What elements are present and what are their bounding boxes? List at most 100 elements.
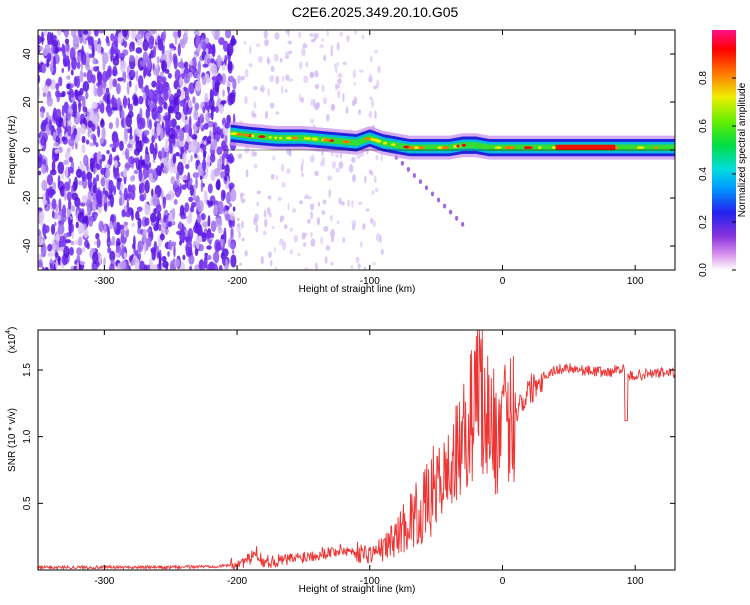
spectral-noise-blob — [75, 221, 79, 229]
spectral-noise-blob — [67, 199, 72, 210]
spectral-noise-blob — [143, 192, 147, 200]
spectral-noise-blob — [337, 89, 341, 99]
snr-multiplier-base: (x10 — [7, 333, 18, 353]
spectral-noise-blob — [271, 225, 275, 230]
spectral-noise-blob — [69, 246, 74, 256]
spectral-noise-blob — [44, 266, 49, 270]
spectral-noise-blob — [63, 159, 69, 166]
spectral-noise-blob — [81, 135, 86, 144]
colorbar: 0.0 0.2 0.4 0.6 0.8 Normalized spectral ampl… — [698, 30, 748, 277]
spectral-noise-blob — [309, 33, 314, 37]
spectral-noise-blob — [195, 177, 198, 189]
spectral-noise-blob — [95, 189, 102, 203]
spectral-noise-blob — [336, 220, 340, 225]
spectral-noise-blob — [249, 45, 252, 55]
spectral-noise-blob — [135, 47, 143, 54]
spectral-noise-blob — [188, 82, 195, 95]
spectral-noise-blob — [195, 159, 199, 170]
spectral-noise-blob — [48, 119, 53, 131]
spectral-noise-blob — [298, 31, 302, 39]
spectral-noise-blob — [228, 92, 236, 105]
spectral-noise-blob — [260, 255, 264, 265]
spectral-noise-blob — [174, 132, 178, 140]
spectral-noise-blob — [86, 242, 90, 250]
spectral-noise-blob — [226, 114, 231, 125]
spectral-noise-blob — [185, 243, 190, 253]
spectral-noise-blob — [204, 37, 210, 44]
spectral-noise-blob — [338, 161, 344, 169]
spectral-noise-blob — [373, 85, 378, 90]
spectral-noise-blob — [164, 138, 169, 146]
spectral-noise-blob — [111, 235, 116, 247]
spectral-noise-blob — [255, 224, 259, 233]
spectral-noise-blob — [96, 262, 100, 267]
spectral-noise-blob — [200, 36, 205, 50]
spectral-noise-blob — [113, 155, 120, 163]
spectral-noise-blob — [55, 90, 61, 98]
spectral-noise-blob — [205, 48, 209, 54]
spectral-noise-blob — [189, 177, 193, 186]
ridge-peak — [274, 136, 278, 140]
spectral-noise-blob — [144, 217, 150, 226]
spectral-noise-blob — [117, 161, 121, 168]
figure-title: C2E6.2025.349.20.10.G05 — [292, 4, 459, 20]
spectral-noise-blob — [111, 94, 115, 109]
spectral-noise-blob — [286, 168, 291, 174]
spectral-noise-blob — [357, 263, 361, 269]
spectral-noise-blob — [202, 144, 207, 152]
spectral-noise-blob — [51, 160, 56, 172]
spectral-noise-blob — [321, 210, 326, 215]
spectral-noise-blob — [236, 225, 241, 234]
spectral-noise-blob — [66, 112, 72, 120]
spectral-noise-blob — [137, 75, 144, 89]
spectral-noise-blob — [327, 175, 332, 181]
spectral-noise-blob — [238, 231, 241, 239]
snr-panel: -300 -200 -100 0 100 0.5 1.0 1.5 Height of str… — [5, 327, 676, 595]
spectral-noise-blob — [57, 214, 61, 222]
spectral-noise-blob — [86, 203, 92, 216]
spectral-noise-blob — [253, 101, 257, 109]
spectral-noise-blob — [73, 76, 78, 87]
spectral-noise-blob — [224, 164, 230, 177]
spectral-noise-blob — [52, 55, 56, 69]
spectral-noise-blob — [315, 262, 318, 270]
spectral-noise-blob — [164, 117, 170, 132]
spectral-noise-blob — [373, 175, 377, 184]
spectrogram-x-label: Height of straight line (km) — [299, 284, 416, 295]
spectral-streak-blob — [418, 179, 423, 185]
spectral-noise-blob — [224, 213, 231, 222]
spectral-noise-blob — [92, 251, 99, 265]
spectral-noise-blob — [270, 65, 275, 73]
spectral-noise-blob — [266, 207, 271, 215]
spectral-noise-blob — [114, 159, 119, 169]
spectral-noise-blob — [361, 34, 365, 40]
spectral-noise-blob — [225, 191, 232, 205]
x-tick-label: 0 — [500, 276, 506, 287]
spectral-noise-blob — [280, 163, 285, 172]
spectral-noise-blob — [289, 249, 294, 255]
spectral-noise-blob — [106, 104, 111, 113]
ridge-peak — [268, 135, 272, 139]
spectral-noise-blob — [78, 223, 85, 234]
spectral-noise-blob — [279, 238, 284, 246]
spectral-noise-blob — [331, 160, 336, 169]
spectral-noise-blob — [113, 185, 117, 196]
spectral-noise-blob — [168, 107, 171, 121]
spectral-noise-blob — [47, 243, 53, 252]
ridge-peak — [279, 136, 283, 140]
spectral-noise-blob — [215, 74, 223, 82]
spectral-noise-blob — [277, 196, 282, 202]
spectral-noise-blob — [314, 83, 320, 90]
spectral-noise-blob — [109, 77, 114, 90]
spectral-noise-blob — [97, 125, 101, 138]
spectral-noise-blob — [244, 96, 248, 105]
spectral-noise-blob — [236, 223, 241, 228]
spectral-noise-blob — [310, 38, 316, 43]
spectral-noise-blob — [43, 30, 48, 37]
spectral-noise-blob — [335, 167, 340, 173]
spectral-noise-blob — [172, 53, 178, 65]
spectral-noise-blob — [52, 131, 57, 141]
spectral-noise-blob — [310, 231, 313, 238]
ridge-peak — [243, 133, 250, 137]
